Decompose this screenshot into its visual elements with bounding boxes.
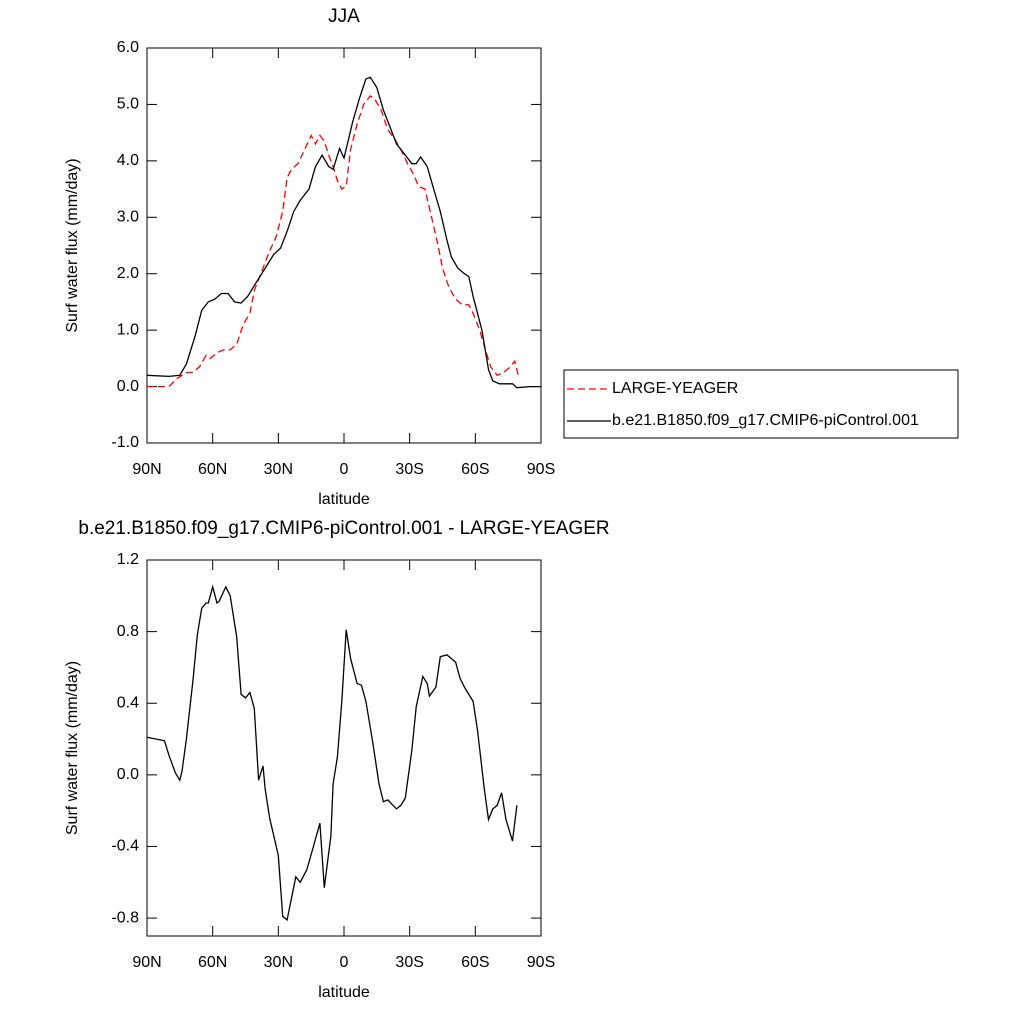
legend-label: LARGE-YEAGER: [612, 380, 738, 397]
x-tick-label: 30N: [264, 461, 293, 478]
x-tick-label: 90N: [132, 461, 161, 478]
y-tick-label: 0.8: [117, 623, 139, 640]
data-line: [147, 95, 520, 388]
y-tick-label: 3.0: [117, 209, 139, 226]
data-line: [146, 76, 541, 389]
y-tick-label: 6.0: [117, 39, 139, 56]
x-tick-label: 60S: [461, 461, 489, 478]
x-tick-label: 30N: [264, 954, 293, 971]
x-tick-label: 90N: [132, 954, 161, 971]
x-tick-label: 60N: [198, 461, 227, 478]
legend-label: b.e21.B1850.f09_g17.CMIP6-piControl.001: [612, 412, 919, 429]
x-tick-label: 0: [340, 461, 349, 478]
x-tick-label: 90S: [527, 461, 555, 478]
y-tick-label: 0.4: [117, 694, 139, 711]
y-tick-label: 5.0: [117, 96, 139, 113]
y-tick-label: -1.0: [111, 434, 139, 451]
x-axis-label: latitude: [318, 491, 370, 508]
y-axis-label: Surf water flux (mm/day): [64, 661, 81, 835]
x-tick-label: 0: [340, 954, 349, 971]
chart-title: JJA: [328, 6, 360, 27]
x-tick-label: 30S: [395, 461, 423, 478]
x-axis-label: latitude: [318, 984, 370, 1001]
y-axis-label: Surf water flux (mm/day): [64, 158, 81, 332]
x-tick-label: 60S: [461, 954, 489, 971]
chart-title: b.e21.B1850.f09_g17.CMIP6-piControl.001 …: [78, 518, 609, 539]
y-tick-label: 4.0: [117, 152, 139, 169]
y-tick-label: 0.0: [117, 766, 139, 783]
plot-frame: [146, 47, 542, 444]
x-tick-label: 90S: [527, 954, 555, 971]
x-tick-label: 60N: [198, 954, 227, 971]
plot-frame: [146, 559, 542, 937]
x-tick-label: 30S: [395, 954, 423, 971]
y-tick-label: 1.0: [117, 321, 139, 338]
y-tick-label: 1.2: [117, 551, 139, 568]
y-tick-label: -0.8: [111, 909, 139, 926]
legend-box: [563, 369, 959, 439]
y-tick-label: 2.0: [117, 265, 139, 282]
y-tick-label: 0.0: [117, 378, 139, 395]
y-tick-label: -0.4: [111, 838, 139, 855]
data-line: [146, 584, 518, 922]
